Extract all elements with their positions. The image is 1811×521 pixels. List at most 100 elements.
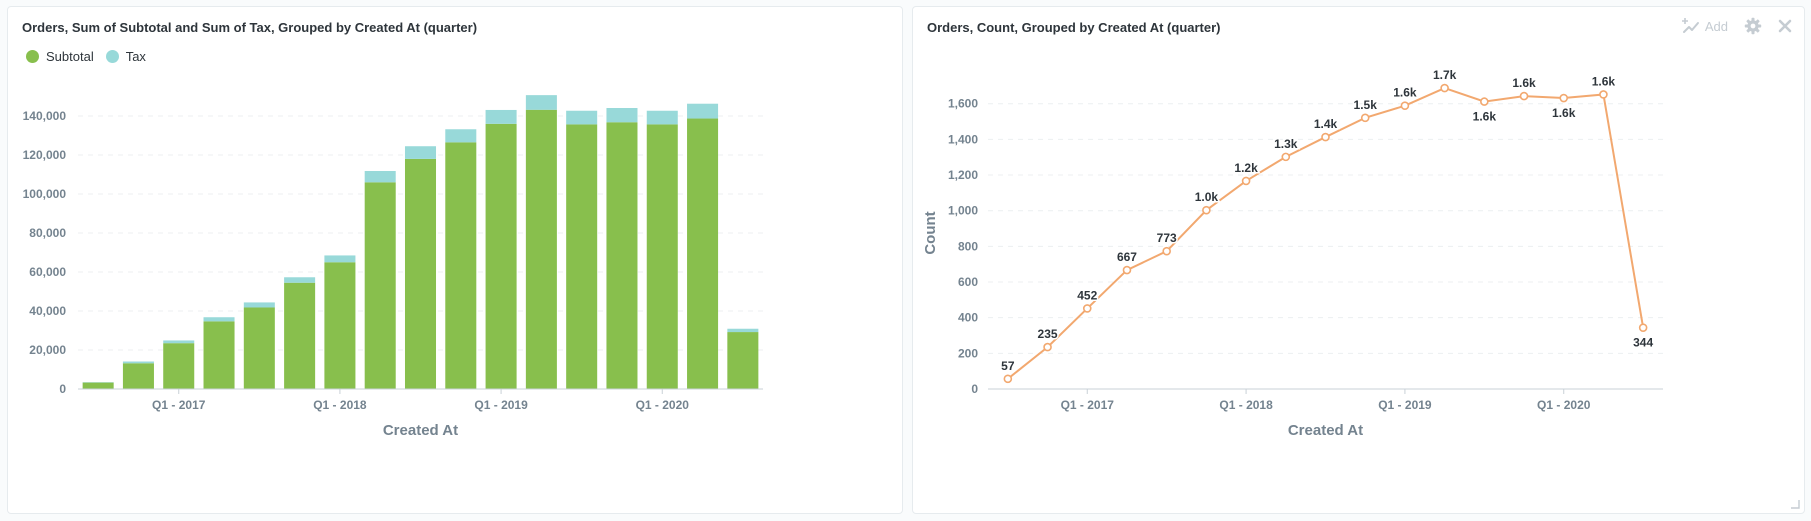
y-tick-label: 80,000 <box>29 226 66 240</box>
subtotal-dot-icon <box>26 50 39 63</box>
bar-tax <box>243 302 275 308</box>
orders-subtotal-tax-card: Orders, Sum of Subtotal and Sum of Tax, … <box>7 6 903 514</box>
y-tick-label: 1,000 <box>948 204 978 218</box>
y-tick-label: 1,200 <box>948 168 978 182</box>
gear-icon[interactable] <box>1744 17 1762 35</box>
bar-tax <box>485 109 517 124</box>
data-label: 235 <box>1038 327 1058 341</box>
data-label: 452 <box>1077 288 1097 302</box>
data-label: 1.6k <box>1512 76 1536 90</box>
bar-tax <box>525 95 557 110</box>
x-axis-title: Created At <box>383 422 458 439</box>
card-toolbar: Add <box>1680 17 1792 35</box>
bar-tax <box>203 317 235 322</box>
data-point <box>1360 113 1370 123</box>
data-point <box>1559 93 1569 103</box>
data-point <box>1638 323 1648 332</box>
card-title[interactable]: Orders, Count, Grouped by Created At (qu… <box>927 20 1221 35</box>
bar-subtotal <box>82 382 114 389</box>
stacked-bar-chart: 0 20,000 40,000 60,000 80,000 100,000 120,000 1… <box>23 95 763 439</box>
card-title[interactable]: Orders, Sum of Subtotal and Sum of Tax, … <box>22 20 478 35</box>
data-point <box>1241 176 1251 186</box>
add-label: Add <box>1704 18 1728 34</box>
bar-tax <box>727 328 759 333</box>
data-point <box>1440 83 1449 93</box>
bar-subtotal <box>203 321 235 389</box>
x-tick-label: Q1 - 2017 <box>152 398 206 412</box>
bar-tax <box>687 103 719 119</box>
data-point <box>1082 304 1092 313</box>
bar-subtotal <box>727 332 759 389</box>
x-tick-label: Q1 - 2019 <box>474 398 528 412</box>
add-series-button[interactable]: Add <box>1680 17 1728 35</box>
y-tick-label: 800 <box>958 239 978 253</box>
x-tick-label: Q1 - 2017 <box>1061 398 1115 412</box>
x-tick-label: Q1 - 2020 <box>1537 398 1591 412</box>
data-point <box>1480 97 1489 106</box>
data-point <box>1162 246 1171 256</box>
bar-tax <box>163 340 195 344</box>
x-tick-label: Q1 - 2020 <box>636 398 690 412</box>
data-point <box>1043 342 1052 352</box>
bar-subtotal <box>404 158 437 389</box>
y-tick-label: 600 <box>958 275 978 289</box>
data-label: 667 <box>1117 250 1137 264</box>
bar-tax <box>364 170 396 183</box>
data-label: 1.3k <box>1274 137 1298 151</box>
bar-tax <box>284 277 316 283</box>
legend-item-tax[interactable]: Tax <box>105 49 146 64</box>
tax-dot-icon <box>105 50 119 63</box>
bar-subtotal <box>324 262 356 389</box>
y-tick-label: 100,000 <box>23 187 67 201</box>
data-label: 1.7k <box>1433 68 1457 82</box>
count-series-line <box>1007 86 1645 380</box>
bar-tax <box>122 361 154 364</box>
data-point <box>1281 152 1291 162</box>
add-line-chart-icon <box>1681 18 1699 33</box>
legend-label: Tax <box>125 49 146 64</box>
data-label: 1.5k <box>1354 98 1378 112</box>
data-label: 57 <box>1001 359 1015 373</box>
bar-subtotal <box>163 343 195 389</box>
bar-tax <box>606 108 638 123</box>
resize-handle-icon[interactable] <box>1790 499 1800 509</box>
x-tick-label: Q1 - 2019 <box>1378 398 1432 412</box>
bar-subtotal <box>445 142 477 389</box>
bar-subtotal <box>525 109 557 389</box>
bar-subtotal <box>243 307 275 389</box>
data-label: 1.0k <box>1195 190 1219 204</box>
data-point <box>1321 132 1330 142</box>
bar-tax <box>404 146 437 159</box>
y-tick-label: 0 <box>971 382 978 396</box>
y-tick-label: 140,000 <box>23 109 67 123</box>
bar-subtotal <box>284 282 316 389</box>
bar-subtotal <box>566 124 598 389</box>
data-label: 1.6k <box>1552 106 1576 120</box>
legend-item-subtotal[interactable]: Subtotal <box>26 49 94 64</box>
data-point <box>1400 101 1410 111</box>
y-tick-label: 40,000 <box>29 304 66 318</box>
data-point <box>1202 205 1211 215</box>
data-label: 773 <box>1157 231 1177 245</box>
y-tick-label: 1,400 <box>948 132 978 146</box>
bar-subtotal <box>646 124 678 389</box>
x-tick-label: Q1 - 2018 <box>1219 398 1273 412</box>
y-axis-title: Count <box>922 211 939 254</box>
data-point <box>1003 374 1013 384</box>
data-label: 1.6k <box>1592 74 1616 88</box>
bar-subtotal <box>606 122 638 390</box>
legend: Subtotal Tax <box>26 49 146 64</box>
y-tick-label: 1,600 <box>948 97 978 111</box>
bar-tax <box>445 129 477 143</box>
data-point <box>1599 90 1608 99</box>
close-icon[interactable] <box>1778 19 1792 33</box>
y-tick-label: 200 <box>958 346 978 360</box>
y-tick-label: 60,000 <box>29 265 66 279</box>
data-point <box>1519 91 1529 101</box>
bar-subtotal <box>122 363 154 389</box>
y-tick-label: 0 <box>59 382 66 396</box>
legend-label: Subtotal <box>46 49 94 64</box>
x-tick-label: Q1 - 2018 <box>313 398 367 412</box>
data-label: 1.4k <box>1314 117 1338 131</box>
line-chart: 0 200 400 600 800 1,000 1,200 1,400 1,600 Q1 - 20… <box>922 67 1663 439</box>
